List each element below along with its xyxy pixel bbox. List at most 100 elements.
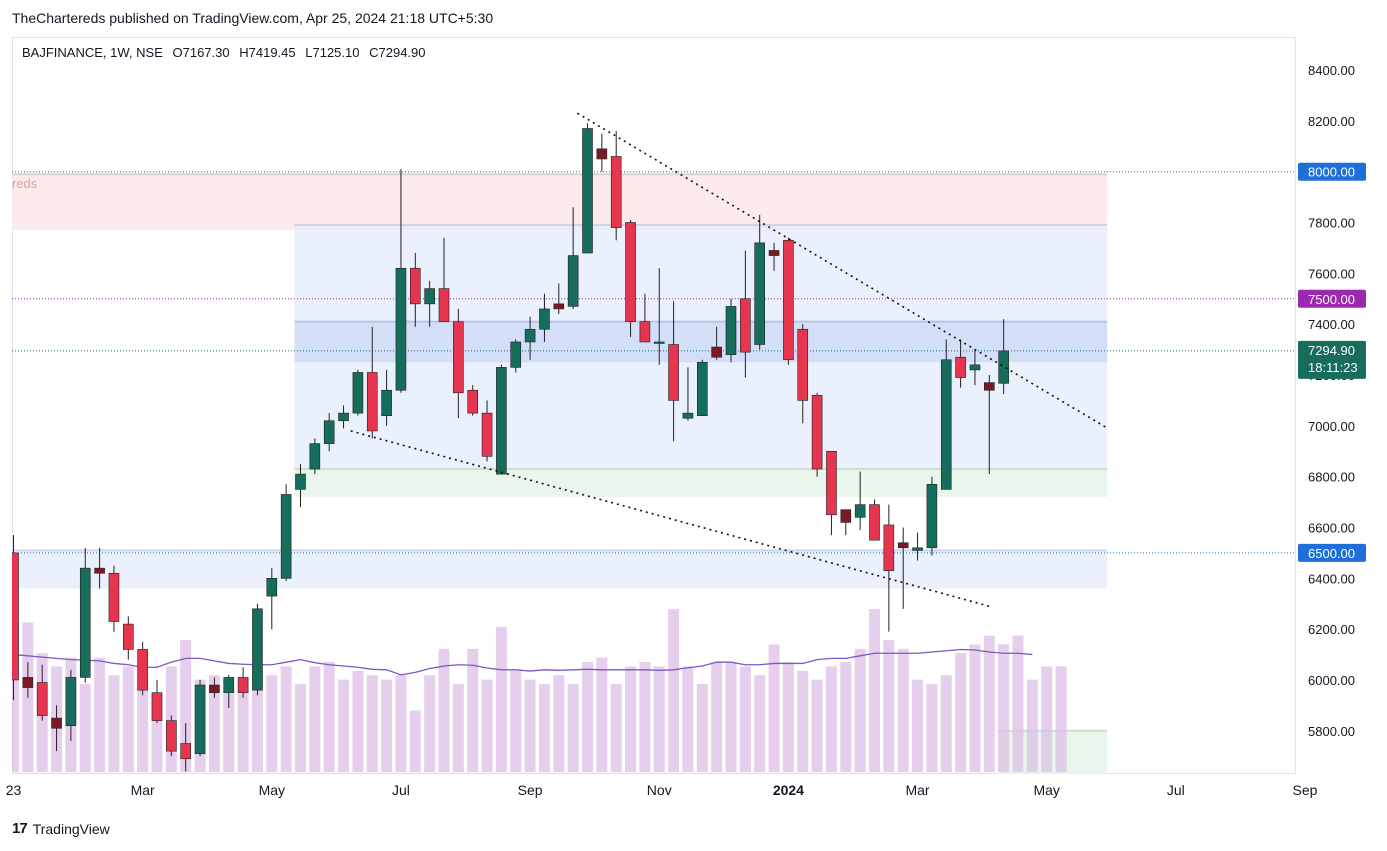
candle-body: [797, 328, 809, 401]
y-tick-label: 6800.00: [1308, 470, 1355, 485]
support-zone: [12, 550, 1108, 589]
volume-bar: [424, 675, 436, 772]
volume-bar: [280, 666, 292, 772]
x-tick-label: 23: [6, 782, 22, 798]
candle-body: [510, 341, 522, 368]
candle-body: [725, 306, 737, 355]
volume-bar: [438, 648, 450, 772]
candle-body: [983, 382, 995, 391]
volume-bar: [122, 666, 134, 772]
volume-bar: [409, 710, 421, 772]
volume-bar: [338, 679, 350, 772]
resistance-band: [294, 321, 1108, 363]
volume-bar: [295, 684, 306, 772]
demand-zone: [294, 469, 1108, 497]
volume-bar: [395, 675, 407, 772]
legend-high: H7419.45: [239, 45, 296, 60]
y-tick-label: 8200.00: [1308, 114, 1355, 129]
brand-name: TradingView: [32, 820, 110, 837]
level-7500-tag-label: 7500.00: [1308, 292, 1355, 307]
candle-body: [467, 389, 479, 414]
volume-bar: [1012, 635, 1024, 772]
candle-body: [381, 389, 392, 416]
volume-bar: [582, 662, 593, 772]
candle-body: [366, 372, 378, 432]
symbol-legend: BAJFINANCE, 1W, NSE O7167.30 H7419.45 L7…: [22, 45, 432, 60]
volume-bar: [79, 684, 91, 772]
volume-bar: [940, 675, 952, 772]
zone-watermark: reds: [12, 176, 38, 191]
volume-bar: [94, 657, 106, 772]
x-tick-label: Jul: [1167, 782, 1185, 798]
chart-pane[interactable]: [12, 37, 1296, 774]
volume-bar: [1026, 679, 1038, 772]
lower-trendline: [350, 430, 990, 608]
volume-bar: [782, 662, 794, 772]
candle-body: [252, 608, 263, 691]
volume-bar: [381, 679, 393, 772]
volume-bar: [251, 666, 263, 772]
volume-bar: [309, 666, 321, 772]
volume-bar: [955, 653, 967, 772]
legend-symbol[interactable]: BAJFINANCE, 1W, NSE: [22, 45, 163, 60]
candle-body: [668, 344, 679, 401]
volume-bar: [12, 622, 19, 772]
x-tick-label: 2024: [773, 782, 804, 798]
candle-body: [740, 298, 751, 353]
volume-bar: [596, 657, 608, 772]
volume-bar: [366, 675, 378, 772]
candle-body: [696, 361, 708, 416]
candle-body: [682, 412, 694, 419]
candle-body: [123, 623, 134, 650]
candle-body: [711, 346, 722, 358]
candle-body: [768, 250, 780, 256]
candle-body: [79, 567, 91, 678]
level-8000-tag: [1298, 162, 1366, 181]
volume-bar: [897, 648, 909, 772]
candle-body: [65, 677, 77, 727]
volume-bar: [696, 684, 708, 772]
candle-body: [854, 504, 866, 518]
countdown-label: 18:11:23: [1308, 360, 1358, 375]
volume-bar: [151, 692, 163, 772]
candle-body: [51, 717, 62, 729]
volume-bar: [998, 644, 1010, 772]
footer-brand[interactable]: 17 TradingView: [12, 820, 110, 837]
candle-body: [869, 504, 880, 541]
volume-bar: [237, 688, 249, 772]
candle-body: [625, 222, 636, 322]
x-tick-label: Mar: [131, 782, 155, 798]
candle-body: [12, 552, 19, 681]
volume-bar: [983, 635, 995, 772]
volume-bar: [811, 679, 823, 772]
volume-bar: [754, 675, 766, 772]
candle-body: [524, 328, 536, 343]
volume-bar: [653, 666, 665, 772]
volume-bar: [797, 670, 809, 772]
publish-info: TheChartereds published on TradingView.c…: [12, 10, 494, 26]
candle-body: [237, 677, 249, 693]
volume-bar: [553, 675, 565, 772]
volume-bar: [969, 644, 981, 772]
volume-bar: [639, 662, 651, 772]
candle-body: [209, 684, 220, 693]
volume-bar: [711, 662, 723, 772]
candle-body: [352, 372, 364, 414]
candle-body: [194, 684, 206, 754]
candle-body: [295, 473, 306, 490]
volume-bar: [510, 670, 522, 772]
candle-body: [94, 567, 105, 574]
candle-body: [653, 341, 665, 344]
plot-area[interactable]: [8, 112, 1296, 774]
volume-bar: [883, 640, 895, 772]
candle-body: [969, 364, 981, 371]
volume-bar: [912, 679, 924, 772]
candle-body: [323, 420, 335, 444]
candle-body: [453, 321, 464, 394]
y-tick-label: 6600.00: [1308, 520, 1355, 535]
volume-bar: [739, 666, 751, 772]
candle-body: [539, 308, 550, 330]
volume-bar: [610, 684, 622, 772]
candle-body: [481, 412, 493, 457]
